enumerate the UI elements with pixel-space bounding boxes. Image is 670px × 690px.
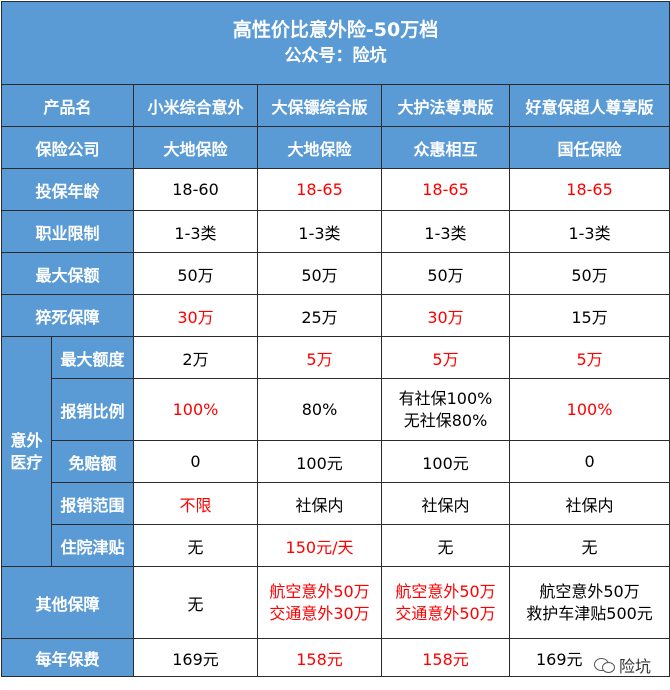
deductible-cell: 100元: [381, 440, 510, 483]
table-subtitle: 公众号：险坑: [284, 46, 387, 66]
other-line: 交通意外30万: [269, 603, 370, 623]
row-label: 最大额度: [51, 336, 134, 379]
deductible-cell: 100元: [257, 440, 382, 483]
product-name: 好意保超人尊享版: [508, 84, 670, 127]
age-cell: 18-60: [133, 168, 258, 211]
medical-limit-row: 意外 医疗 最大额度 2万 5万 5万 5万: [1, 336, 670, 567]
comparison-table: 高性价比意外险-50万档 公众号：险坑 产品名 小米综合意外 大保镖综合版 大护…: [0, 1, 670, 677]
wechat-icon: [594, 656, 616, 674]
scope-cell: 社保内: [257, 482, 382, 525]
product-name: 小米综合意外: [133, 84, 258, 127]
occupation-cell: 1-3类: [133, 210, 258, 253]
premium-cell: 158元: [381, 638, 510, 677]
other-line: 航空意外50万: [539, 581, 640, 601]
premium-cell: 158元: [257, 638, 382, 677]
watermark: 险坑: [594, 648, 666, 682]
medical-ratio-cell: 100%: [133, 378, 258, 441]
allowance-row: 住院津贴 无 150元/天 无 无: [2, 524, 670, 567]
medical-ratio-cell: 有社保100% 无社保80%: [381, 378, 510, 441]
company-cell: 国任保险: [508, 126, 670, 169]
allowance-cell: 无: [508, 524, 670, 567]
occupation-cell: 1-3类: [257, 210, 382, 253]
row-label: 保险公司: [1, 126, 134, 169]
row-label: 职业限制: [1, 210, 134, 253]
medical-limit-cell: 5万: [508, 336, 670, 379]
allowance-cell: 无: [133, 524, 258, 567]
max-cover-cell: 50万: [257, 252, 382, 295]
premium-cell: 169元: [133, 638, 258, 677]
age-cell: 18-65: [508, 168, 670, 211]
scope-row: 报销范围 不限 社保内 社保内 社保内: [2, 482, 670, 525]
row-label: 最大保额: [1, 252, 134, 295]
company-cell: 大地保险: [257, 126, 382, 169]
company-cell: 大地保险: [133, 126, 258, 169]
row-label: 猝死保障: [1, 294, 134, 337]
age-cell: 18-65: [381, 168, 510, 211]
scope-cell: 不限: [133, 482, 258, 525]
sudden-death-row: 猝死保障 30万 25万 30万 15万: [1, 294, 670, 337]
company-row: 保险公司 大地保险 大地保险 众惠相互 国任保险: [1, 126, 670, 169]
medical-ratio-row: 报销比例 100% 80% 有社保100% 无社保80% 100%: [2, 378, 670, 441]
header-row: 产品名 小米综合意外 大保镖综合版 大护法尊贵版 好意保超人尊享版: [1, 84, 670, 127]
medical-ratio-cell: 100%: [508, 378, 670, 441]
max-cover-cell: 50万: [133, 252, 258, 295]
medical-group-label: 意外 医疗: [1, 336, 52, 567]
other-line: 救护车津贴500元: [526, 603, 653, 623]
other-cell: 航空意外50万 交通意外50万: [381, 566, 510, 639]
occupation-cell: 1-3类: [508, 210, 670, 253]
allowance-cell: 150元/天: [257, 524, 382, 567]
deductible-cell: 0: [508, 440, 670, 483]
max-cover-cell: 50万: [508, 252, 670, 295]
other-cell: 航空意外50万 救护车津贴500元: [508, 566, 670, 639]
sudden-death-cell: 30万: [381, 294, 510, 337]
medical-limit-cell: 5万: [257, 336, 382, 379]
title-row: 高性价比意外险-50万档 公众号：险坑: [0, 1, 670, 85]
deductible-row: 免赔额 0 100元 100元 0: [2, 440, 670, 483]
table-title: 高性价比意外险-50万档: [232, 19, 439, 41]
product-name: 大保镖综合版: [257, 84, 382, 127]
premium-cell: 169元: [508, 638, 670, 677]
other-line: 航空意外50万: [395, 581, 496, 601]
max-cover-cell: 50万: [381, 252, 510, 295]
watermark-text: 险坑: [619, 657, 652, 676]
scope-cell: 社保内: [381, 482, 510, 525]
occupation-row: 职业限制 1-3类 1-3类 1-3类 1-3类: [1, 210, 670, 253]
company-cell: 众惠相互: [381, 126, 510, 169]
ratio-line: 无社保80%: [403, 410, 488, 430]
allowance-cell: 无: [381, 524, 510, 567]
row-label: 免赔额: [51, 440, 134, 483]
scope-cell: 社保内: [508, 482, 670, 525]
premium-row: 每年保费 169元 158元 158元 169元: [1, 638, 670, 677]
ratio-line: 有社保100%: [398, 388, 493, 408]
deductible-cell: 0: [133, 440, 258, 483]
row-label: 每年保费: [1, 638, 134, 677]
header-label: 产品名: [1, 84, 134, 127]
occupation-cell: 1-3类: [381, 210, 510, 253]
other-row: 其他保障 无 航空意外50万 交通意外30万 航空意外50万 交通意外50万 航…: [1, 566, 670, 639]
other-cell: 航空意外50万 交通意外30万: [257, 566, 382, 639]
medical-group-line: 意外: [10, 430, 43, 450]
product-name: 大护法尊贵版: [381, 84, 510, 127]
max-cover-row: 最大保额 50万 50万 50万 50万: [1, 252, 670, 295]
age-cell: 18-65: [257, 168, 382, 211]
row-label: 报销范围: [51, 482, 134, 525]
age-row: 投保年龄 18-60 18-65 18-65 18-65: [1, 168, 670, 211]
row-label: 报销比例: [51, 378, 134, 441]
medical-limit-cell: 2万: [133, 336, 258, 379]
table-title-cell: 高性价比意外险-50万档 公众号：险坑: [0, 1, 670, 85]
row-label: 其他保障: [1, 566, 134, 639]
row-label: 投保年龄: [1, 168, 134, 211]
row-label: 住院津贴: [51, 524, 134, 567]
medical-limit-cell: 5万: [381, 336, 510, 379]
sudden-death-cell: 30万: [133, 294, 258, 337]
medical-group-line: 医疗: [10, 452, 43, 472]
other-line: 航空意外50万: [269, 581, 370, 601]
sudden-death-cell: 15万: [508, 294, 670, 337]
medical-ratio-cell: 80%: [257, 378, 382, 441]
other-cell: 无: [133, 566, 258, 639]
other-line: 交通意外50万: [395, 603, 496, 623]
sudden-death-cell: 25万: [257, 294, 382, 337]
